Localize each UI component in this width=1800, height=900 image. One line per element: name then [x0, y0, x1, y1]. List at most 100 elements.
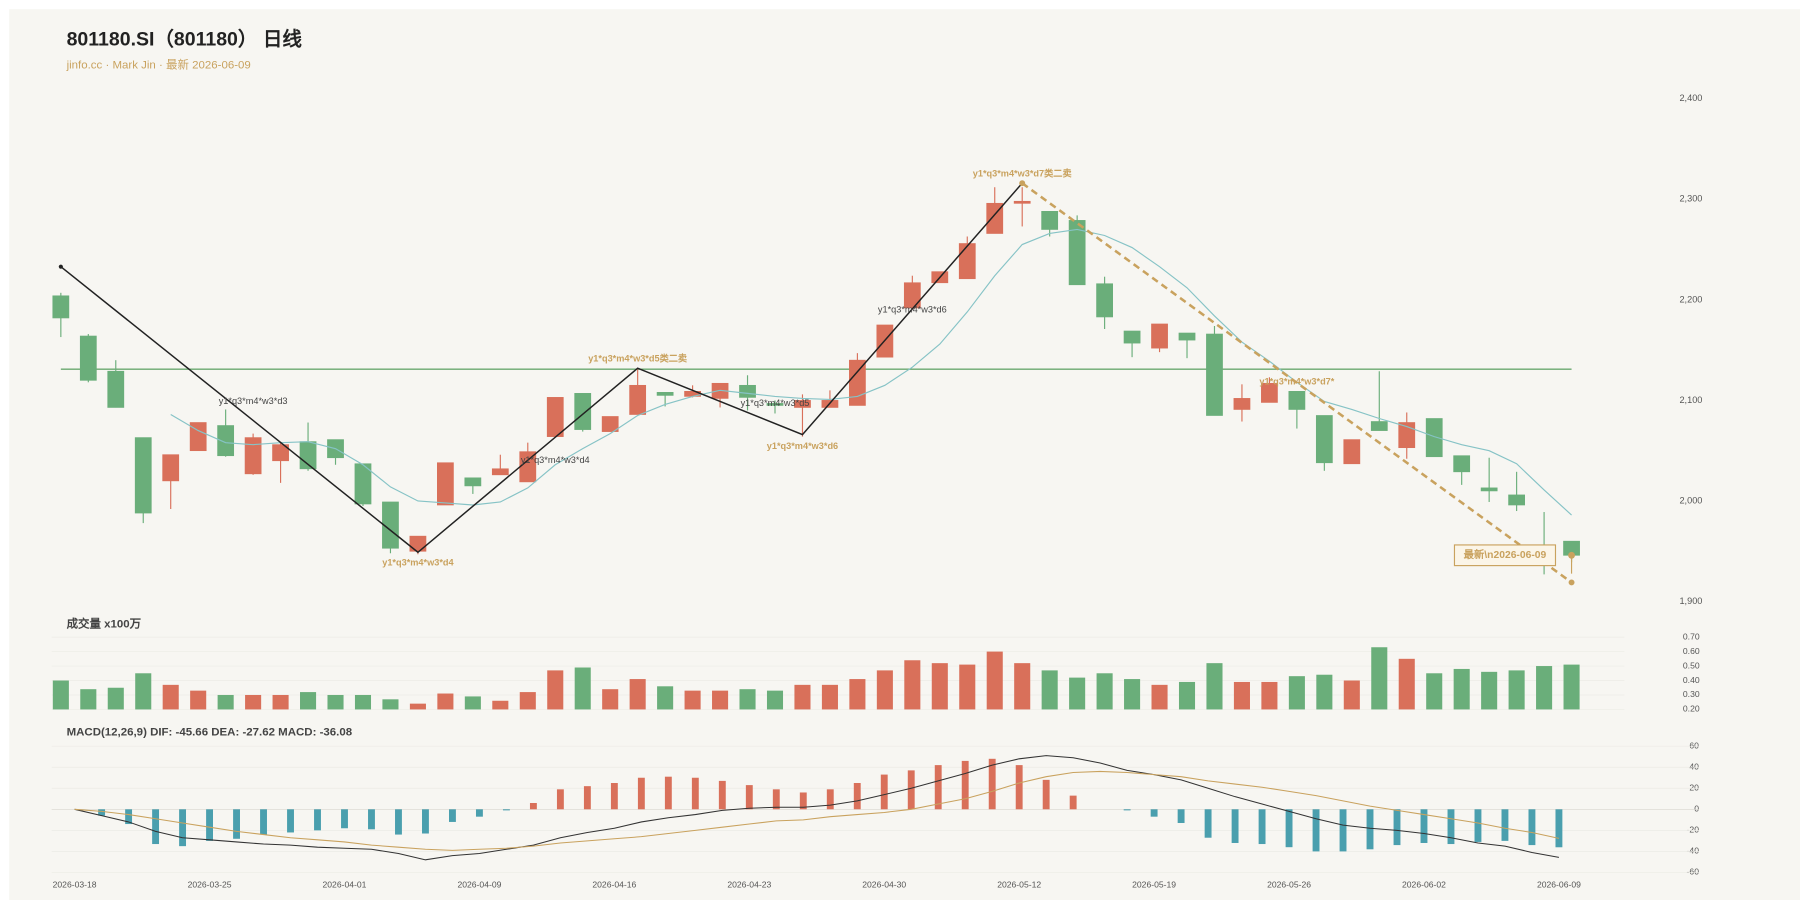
macd-bar: [179, 809, 187, 847]
macd-line: [74, 770, 1560, 851]
volume-bar: [794, 684, 811, 710]
volume-bar: [657, 686, 674, 710]
candle-body: [1398, 422, 1416, 449]
macd-bar: [853, 783, 861, 810]
volume-bar: [52, 680, 69, 710]
macd-bar: [1123, 809, 1131, 811]
candle-body: [1343, 439, 1361, 465]
candle-body: [739, 384, 756, 398]
annotation: y1*q3*m4*w3*d6: [878, 304, 947, 314]
volume-bar: [1563, 664, 1580, 710]
macd-bar: [988, 758, 996, 810]
y-tick-label: 0.30: [1683, 689, 1700, 699]
trend-line: [1021, 182, 1573, 584]
y-tick-label: -60: [1687, 867, 1700, 877]
volume-bar: [519, 692, 536, 710]
candle-body: [1206, 333, 1223, 416]
volume-bar: [217, 694, 234, 710]
candle-body: [107, 370, 125, 408]
candle-body: [1261, 382, 1278, 403]
volume-bar: [1508, 670, 1525, 710]
x-tick-label: 2026-04-09: [457, 879, 501, 889]
x-tick-label: 2026-03-18: [53, 879, 97, 889]
candle-body: [437, 462, 454, 506]
macd-bar: [395, 809, 402, 835]
macd-bar: [1042, 779, 1050, 810]
candle-body: [272, 444, 289, 462]
y-tick-label: 0: [1694, 804, 1699, 814]
volume-bar: [1096, 673, 1113, 710]
volume-bar: [1151, 684, 1168, 710]
y-tick-label: 2,100: [1679, 395, 1702, 405]
candle-body: [794, 400, 811, 408]
volume-bar: [1041, 670, 1058, 710]
volume-title: 成交量 x100万: [67, 617, 142, 631]
volume-bar: [1288, 676, 1305, 710]
macd-bar: [1447, 809, 1455, 845]
trend-point: [1019, 180, 1026, 187]
macd-bar: [422, 809, 429, 834]
chart-title: 801180.SI（801180） 日线: [67, 27, 303, 50]
macd-bar: [637, 777, 645, 810]
macd-bar: [1285, 809, 1293, 848]
macd-bar: [745, 785, 753, 810]
annotation: y1*q3*m4*w3*d4: [382, 558, 454, 568]
x-tick-label: 2026-06-09: [1537, 879, 1581, 889]
candle-body: [849, 359, 866, 406]
candle-body: [134, 437, 152, 514]
macd-bar: [1231, 809, 1239, 843]
candle-body: [1178, 332, 1196, 341]
macd-bar: [448, 809, 456, 822]
x-tick-label: 2026-04-01: [323, 879, 367, 889]
y-tick-label: 60: [1689, 740, 1699, 750]
volume-bar: [437, 693, 454, 710]
candle-body: [1151, 323, 1168, 349]
latest-label: 最新\n2026-06-09: [1464, 548, 1547, 561]
volume-bar: [354, 694, 372, 710]
macd-bar: [556, 789, 564, 810]
y-tick-label: 2,200: [1679, 294, 1702, 304]
candle-body: [1233, 398, 1251, 410]
volume-bar: [959, 664, 976, 710]
candle-body: [382, 501, 399, 549]
chart-subtitle: jinfo.cc · Mark Jin · 最新 2026-06-09: [66, 57, 251, 71]
volume-bar: [904, 660, 921, 710]
macd-bar: [475, 809, 483, 817]
macd-bar: [368, 809, 375, 830]
candle-body: [1480, 487, 1498, 492]
candle-body: [189, 422, 207, 452]
macd-bar: [1312, 809, 1320, 852]
candle-body: [1123, 330, 1141, 344]
candle-body: [354, 463, 372, 505]
x-tick-label: 2026-04-23: [727, 879, 771, 889]
macd-bar: [772, 789, 780, 810]
candle-body: [409, 535, 427, 552]
volume-bar: [300, 692, 317, 710]
annotation: y1*q3*m4*w3*d4: [521, 455, 590, 465]
volume-bar: [327, 694, 344, 710]
x-tick-label: 2026-05-12: [997, 879, 1041, 889]
candle-body: [1013, 200, 1031, 204]
candle-body: [629, 384, 647, 415]
macd-bar: [691, 777, 699, 810]
y-tick-label: 1,900: [1679, 596, 1702, 606]
macd-bar: [1501, 809, 1509, 841]
y-tick-label: 0.60: [1683, 646, 1700, 656]
candle-body: [546, 397, 564, 437]
candle-body: [52, 295, 70, 319]
macd-bar: [502, 809, 510, 811]
latest-label-box: [1453, 544, 1557, 567]
volume-bar: [107, 687, 124, 710]
volume-bar: [1343, 680, 1360, 710]
volume-bar: [684, 690, 701, 710]
macd-bar: [826, 789, 834, 810]
volume-bar: [821, 684, 838, 710]
macd-title: MACD(12,26,9) DIF: -45.66 DEA: -27.62 MA…: [67, 726, 353, 738]
macd-bar: [152, 809, 160, 845]
candle-body: [601, 416, 619, 432]
macd-bar: [961, 760, 969, 810]
macd-bar: [1177, 809, 1185, 823]
candle-body: [1508, 494, 1526, 506]
macd-bar: [583, 786, 591, 810]
volume-bar: [1316, 674, 1333, 710]
